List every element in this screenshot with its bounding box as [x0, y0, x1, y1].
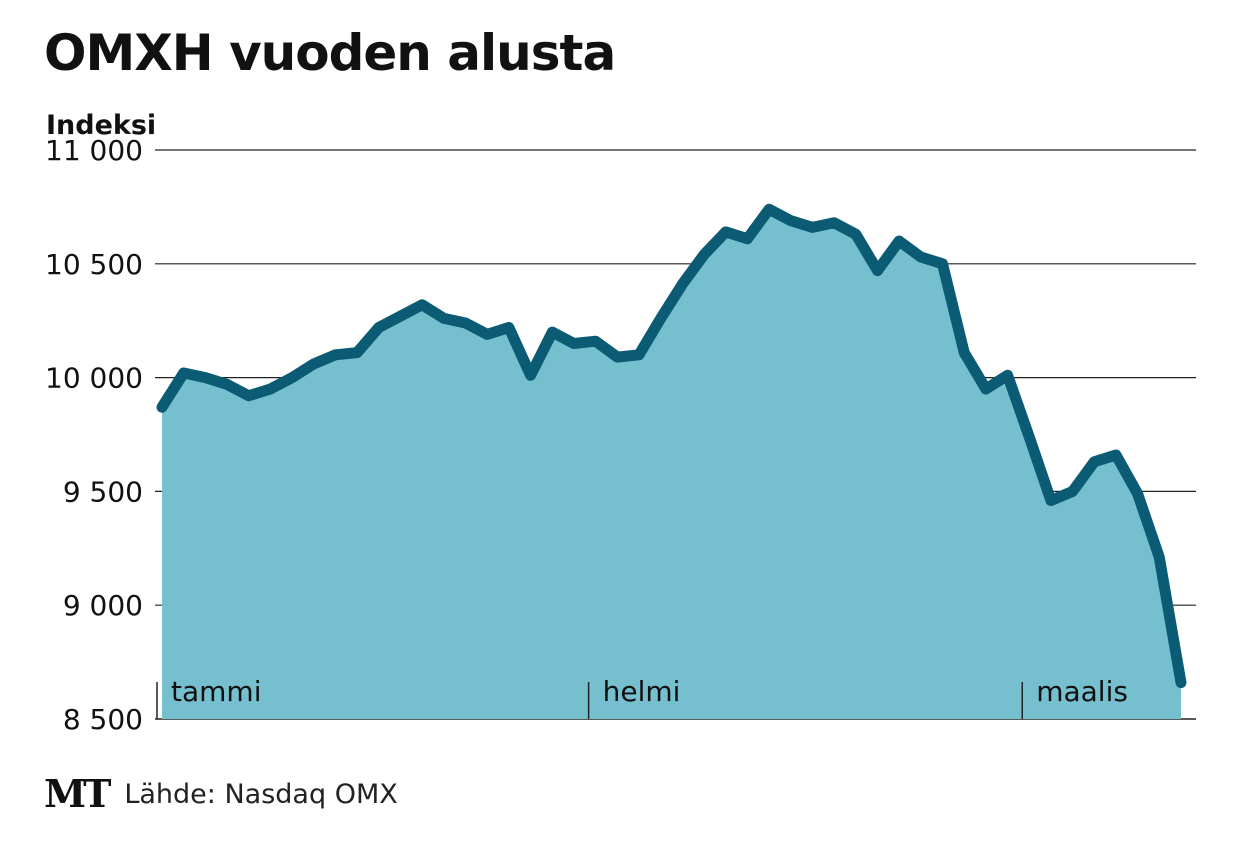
y-tick-label: 10 500 — [45, 248, 143, 281]
index-area — [162, 209, 1181, 719]
y-tick-label: 11 000 — [45, 134, 143, 167]
y-tick-labels: 11 000 10 500 10 000 9 500 9 000 8 500 — [45, 134, 143, 736]
month-label-tammi: tammi — [171, 675, 261, 708]
y-axis-label: Indeksi — [46, 110, 157, 141]
source-note: Lähde: Nasdaq OMX — [124, 778, 398, 810]
y-tick-label: 9 500 — [63, 475, 143, 508]
month-label-maalis: maalis — [1036, 675, 1128, 708]
month-markers: tammi helmi maalis — [156, 675, 1128, 719]
y-tick-label: 9 000 — [63, 589, 143, 622]
month-label-helmi: helmi — [603, 675, 681, 708]
chart-title: OMXH vuoden alusta — [44, 24, 616, 82]
y-tick-label: 8 500 — [63, 703, 143, 736]
index-line — [156, 203, 1187, 689]
mt-logo: MT — [44, 771, 111, 816]
footer: MT Lähde: Nasdaq OMX — [44, 772, 398, 816]
y-tick-label: 10 000 — [45, 362, 143, 395]
